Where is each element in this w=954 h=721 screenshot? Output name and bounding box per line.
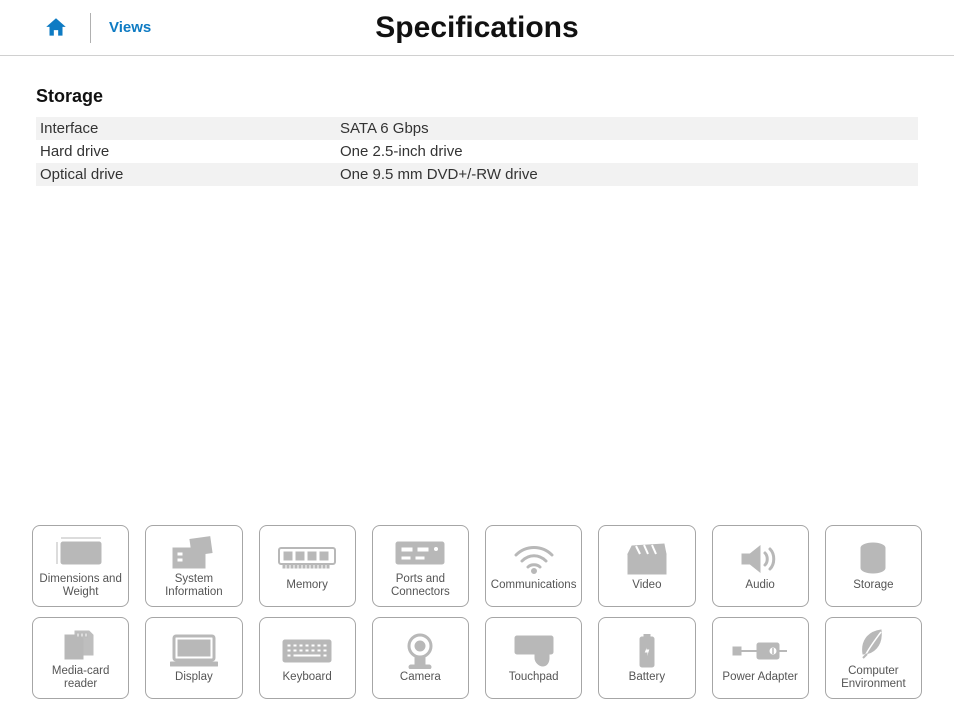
table-row: Hard drive One 2.5-inch drive	[36, 140, 918, 163]
camera-icon	[405, 631, 435, 671]
nav-tile-audio[interactable]: Audio	[712, 525, 809, 607]
nav-tile-ports[interactable]: Ports and Connectors	[372, 525, 469, 607]
section-title: Storage	[36, 86, 918, 107]
tile-label: Memory	[286, 579, 328, 592]
tile-label: Dimensions and Weight	[35, 573, 126, 599]
spec-value: One 9.5 mm DVD+/-RW drive	[336, 163, 918, 186]
keyboard-icon	[281, 631, 333, 671]
table-row: Interface SATA 6 Gbps	[36, 117, 918, 140]
spec-label: Interface	[36, 117, 336, 140]
header-divider	[90, 13, 91, 43]
nav-row-1: Dimensions and Weight System Information…	[32, 525, 922, 607]
memory-icon	[277, 539, 337, 579]
tile-label: System Information	[148, 573, 239, 599]
spec-value: SATA 6 Gbps	[336, 117, 918, 140]
tile-label: Storage	[853, 579, 893, 592]
storage-icon	[859, 539, 887, 579]
spec-label: Optical drive	[36, 163, 336, 186]
nav-tile-environment[interactable]: Computer Environment	[825, 617, 922, 699]
wifi-icon	[514, 539, 554, 579]
tile-label: Audio	[745, 579, 774, 592]
spec-value: One 2.5-inch drive	[336, 140, 918, 163]
audio-icon	[740, 539, 780, 579]
system-info-icon	[171, 533, 217, 573]
tile-label: Computer Environment	[828, 665, 919, 691]
nav-tile-dimensions[interactable]: Dimensions and Weight	[32, 525, 129, 607]
nav-tile-storage[interactable]: Storage	[825, 525, 922, 607]
dimensions-icon	[55, 533, 107, 573]
nav-tile-power-adapter[interactable]: Power Adapter	[712, 617, 809, 699]
video-icon	[626, 539, 668, 579]
tile-label: Media-card reader	[35, 665, 126, 691]
nav-tile-video[interactable]: Video	[598, 525, 695, 607]
nav-tile-battery[interactable]: Battery	[598, 617, 695, 699]
home-icon	[43, 15, 69, 41]
spec-table: Interface SATA 6 Gbps Hard drive One 2.5…	[36, 117, 918, 186]
nav-tile-camera[interactable]: Camera	[372, 617, 469, 699]
sdcard-icon	[61, 625, 101, 665]
header: Views Specifications	[0, 0, 954, 56]
content: Storage Interface SATA 6 Gbps Hard drive…	[0, 56, 954, 186]
nav-tile-touchpad[interactable]: Touchpad	[485, 617, 582, 699]
nav-tile-media-card[interactable]: Media-card reader	[32, 617, 129, 699]
leaf-icon	[859, 625, 887, 665]
tile-label: Communications	[491, 579, 577, 592]
spec-label: Hard drive	[36, 140, 336, 163]
tile-label: Video	[632, 579, 661, 592]
nav-row-2: Media-card reader Display Keyboard Camer…	[32, 617, 922, 699]
home-button[interactable]	[40, 12, 72, 44]
nav-tile-system-info[interactable]: System Information	[145, 525, 242, 607]
nav-tile-keyboard[interactable]: Keyboard	[259, 617, 356, 699]
ports-icon	[394, 533, 446, 573]
battery-icon	[638, 631, 656, 671]
nav-grid: Dimensions and Weight System Information…	[0, 525, 954, 709]
tile-label: Camera	[400, 671, 441, 684]
views-link[interactable]: Views	[109, 19, 151, 36]
tile-label: Keyboard	[283, 671, 332, 684]
nav-tile-communications[interactable]: Communications	[485, 525, 582, 607]
tile-label: Battery	[629, 671, 665, 684]
touchpad-icon	[513, 631, 555, 671]
nav-tile-memory[interactable]: Memory	[259, 525, 356, 607]
tile-label: Power Adapter	[722, 671, 797, 684]
display-icon	[170, 631, 218, 671]
table-row: Optical drive One 9.5 mm DVD+/-RW drive	[36, 163, 918, 186]
power-adapter-icon	[731, 631, 789, 671]
tile-label: Ports and Connectors	[375, 573, 466, 599]
nav-tile-display[interactable]: Display	[145, 617, 242, 699]
tile-label: Touchpad	[509, 671, 559, 684]
tile-label: Display	[175, 671, 213, 684]
